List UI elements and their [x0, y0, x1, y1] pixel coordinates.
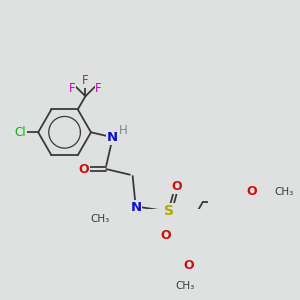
Text: N: N	[106, 131, 117, 144]
Text: CH₃: CH₃	[91, 214, 110, 224]
Text: CH₃: CH₃	[176, 281, 195, 291]
Text: CH₃: CH₃	[274, 187, 294, 196]
Text: H: H	[119, 124, 128, 137]
Text: O: O	[184, 259, 194, 272]
Text: N: N	[130, 201, 142, 214]
Text: F: F	[95, 82, 102, 95]
Text: O: O	[161, 229, 171, 242]
Text: O: O	[79, 163, 89, 176]
Text: O: O	[246, 185, 257, 198]
Text: O: O	[171, 180, 182, 193]
Text: Cl: Cl	[14, 126, 26, 139]
Text: S: S	[164, 204, 175, 218]
Text: F: F	[82, 74, 89, 87]
Text: F: F	[69, 82, 76, 95]
